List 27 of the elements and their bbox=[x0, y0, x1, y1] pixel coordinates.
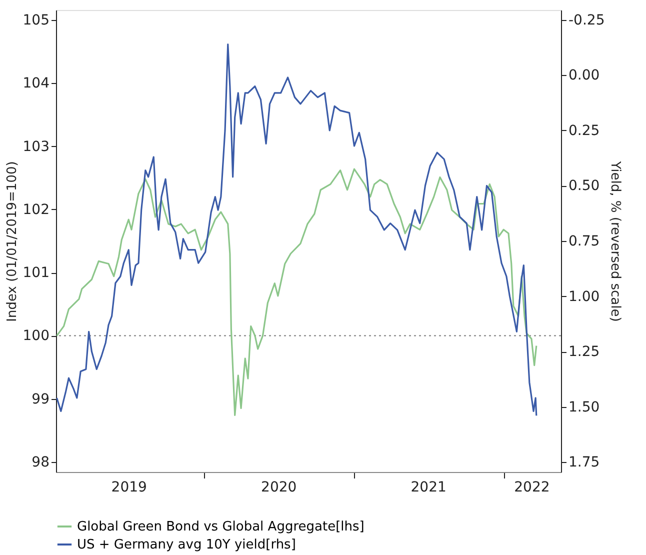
y2-tick-label: 1.50 bbox=[568, 399, 600, 416]
y2-tick-label: 0.75 bbox=[568, 234, 600, 250]
y-tick-label: 98 bbox=[32, 454, 50, 470]
line-series bbox=[56, 168, 538, 416]
line-series bbox=[56, 43, 538, 416]
y-axis-title: Index (01/01/2019=100) bbox=[4, 161, 20, 322]
y2-tick-label: 1.75 bbox=[568, 454, 600, 471]
y-tick-label: 103 bbox=[22, 138, 50, 155]
y2-tick-label: -0.25 bbox=[568, 12, 605, 28]
y2-tick-label: 0.00 bbox=[568, 68, 600, 84]
x-tick-label: 2020 bbox=[261, 480, 297, 496]
x-tick-label: 2019 bbox=[111, 480, 147, 496]
legend-label: US + Germany avg 10Y yield[rhs] bbox=[77, 538, 296, 552]
y-tick-label: 102 bbox=[22, 202, 50, 218]
y-tick-label: 105 bbox=[22, 12, 50, 29]
y2-tick-label: 0.25 bbox=[568, 122, 600, 139]
y-tick-label: 101 bbox=[22, 265, 50, 282]
legend-label: Global Green Bond vs Global Aggregate[lhs] bbox=[77, 520, 364, 534]
y2-axis-title: Yield, % (reversed scale) bbox=[608, 160, 623, 322]
y-tick-label: 100 bbox=[22, 328, 50, 344]
y2-tick-label: 0.50 bbox=[568, 178, 600, 194]
y2-tick-label: 1.00 bbox=[568, 288, 600, 305]
x-tick-label: 2022 bbox=[514, 480, 550, 496]
y-tick-label: 99 bbox=[32, 391, 50, 408]
y2-tick-label: 1.25 bbox=[568, 344, 600, 360]
y-tick-label: 104 bbox=[22, 76, 50, 92]
x-tick-label: 2021 bbox=[410, 480, 446, 496]
